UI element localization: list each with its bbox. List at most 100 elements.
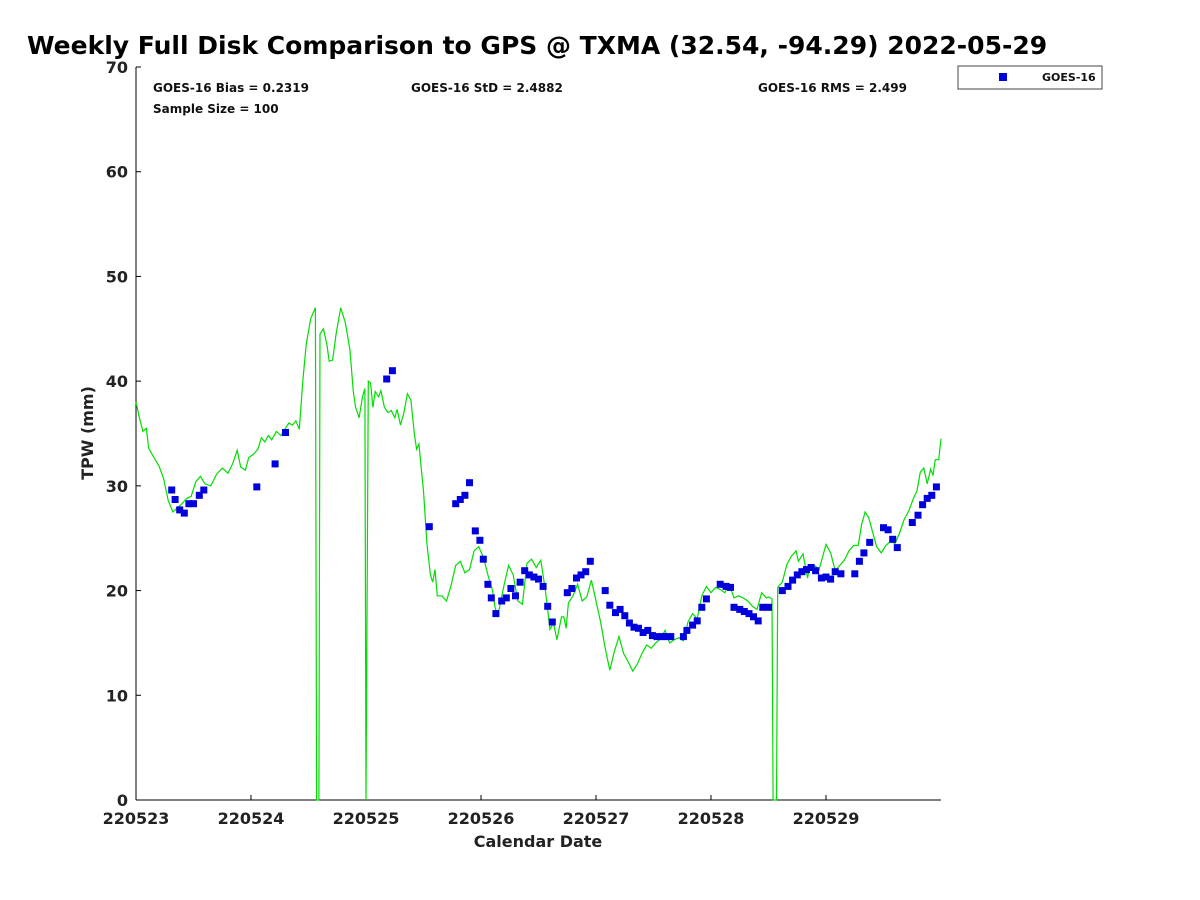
goes16-point — [200, 486, 208, 494]
goes16-point — [923, 494, 931, 502]
goes16-point — [730, 603, 738, 611]
goes16-point — [466, 479, 473, 487]
goes16-point — [521, 567, 529, 575]
goes16-point — [798, 568, 806, 576]
goes16-point — [535, 575, 542, 583]
goes16-point — [822, 573, 830, 581]
y-tick-label: 40 — [106, 372, 128, 391]
x-tick-label: 220525 — [333, 809, 400, 828]
goes16-point — [498, 597, 506, 605]
x-tick-label: 220529 — [793, 809, 860, 828]
goes16-point — [573, 574, 580, 582]
goes16-point — [190, 500, 197, 508]
goes16-point — [621, 612, 629, 620]
goes16-point — [544, 602, 552, 610]
x-axis-label: Calendar Date — [474, 832, 603, 851]
goes16-point — [855, 557, 863, 565]
x-tick-label: 220523 — [103, 809, 170, 828]
goes16-point — [616, 605, 624, 613]
goes16-point — [837, 570, 845, 578]
goes16-point — [176, 506, 184, 514]
goes16-point — [919, 501, 927, 509]
goes16-point — [530, 573, 538, 581]
y-tick-label: 0 — [117, 791, 128, 810]
goes16-point — [388, 367, 396, 375]
x-axis-ticks: 220523 220524 220525 220526 220527 220528 2205… — [103, 795, 860, 828]
goes16-point — [282, 429, 289, 436]
x-tick-label: 220528 — [678, 809, 745, 828]
goes16-point — [831, 568, 839, 576]
x-tick-label: 220524 — [218, 809, 285, 828]
goes16-point — [635, 624, 642, 632]
goes16-point — [914, 511, 922, 519]
goes16-point — [750, 613, 757, 621]
legend-marker-goes16 — [999, 73, 1007, 81]
goes16-point — [171, 496, 179, 503]
y-tick-label: 20 — [106, 582, 128, 601]
goes16-point — [789, 576, 797, 584]
goes16-point — [889, 535, 897, 543]
y-tick-label: 50 — [106, 267, 128, 286]
goes16-point — [639, 629, 647, 636]
goes16-point — [452, 500, 460, 508]
y-tick-label: 10 — [106, 686, 128, 705]
goes16-point — [765, 603, 772, 611]
goes16-point — [525, 571, 533, 579]
goes16-point — [662, 633, 670, 641]
goes16-point — [754, 617, 762, 625]
series-layer — [135, 307, 942, 801]
goes16-point — [860, 549, 868, 557]
goes16-point — [698, 603, 706, 611]
goes16-point — [507, 585, 515, 592]
goes16-point — [606, 601, 614, 609]
goes16-point — [928, 491, 936, 499]
goes16-point — [893, 544, 901, 552]
goes16-point — [612, 609, 619, 617]
goes16-point — [630, 623, 638, 631]
goes16-point — [582, 568, 590, 576]
goes16-point — [487, 594, 495, 602]
goes16-point — [502, 594, 510, 602]
goes16-point — [461, 491, 469, 499]
goes16-point — [784, 582, 792, 590]
goes16-point — [586, 557, 594, 565]
goes16-point — [271, 460, 279, 468]
y-axis-ticks: 0 10 20 30 40 50 60 70 — [106, 58, 141, 810]
goes16-point — [880, 524, 887, 532]
legend-label-goes16: GOES-16 — [1042, 71, 1096, 84]
goes16-point — [471, 527, 479, 535]
goes16-point — [479, 555, 487, 563]
gps-tpw-line — [135, 307, 942, 801]
chart-title: Weekly Full Disk Comparison to GPS @ TXM… — [27, 31, 1047, 60]
legend-box — [957, 65, 1103, 90]
y-tick-label: 60 — [106, 163, 128, 182]
goes16-point — [778, 587, 786, 595]
goes16-point — [866, 538, 874, 546]
goes16-point — [817, 574, 825, 582]
goes16-point — [512, 592, 519, 600]
goes16-point — [425, 523, 433, 531]
goes16-point — [601, 587, 609, 595]
goes16-point — [683, 626, 691, 634]
goes16-point — [727, 583, 734, 591]
goes16-point — [740, 608, 748, 615]
goes16-point — [932, 483, 940, 491]
goes16-point — [253, 483, 261, 491]
goes16-point — [667, 633, 675, 641]
rms-stat: GOES-16 RMS = 2.499 — [758, 81, 907, 95]
goes16-point — [722, 582, 730, 590]
bias-stat: GOES-16 Bias = 0.2319 — [153, 81, 309, 95]
std-stat: GOES-16 StD = 2.4882 — [411, 81, 563, 95]
goes16-point — [492, 610, 500, 618]
goes16-point — [648, 632, 656, 640]
goes16-point — [577, 571, 585, 579]
goes16-point — [745, 610, 753, 618]
y-tick-label: 30 — [106, 477, 128, 496]
goes16-point — [793, 571, 801, 579]
goes16-point — [803, 566, 810, 574]
goes16-point — [625, 619, 633, 627]
goes16-point — [884, 526, 892, 534]
goes16-point — [185, 500, 193, 508]
goes16-point — [168, 486, 176, 494]
